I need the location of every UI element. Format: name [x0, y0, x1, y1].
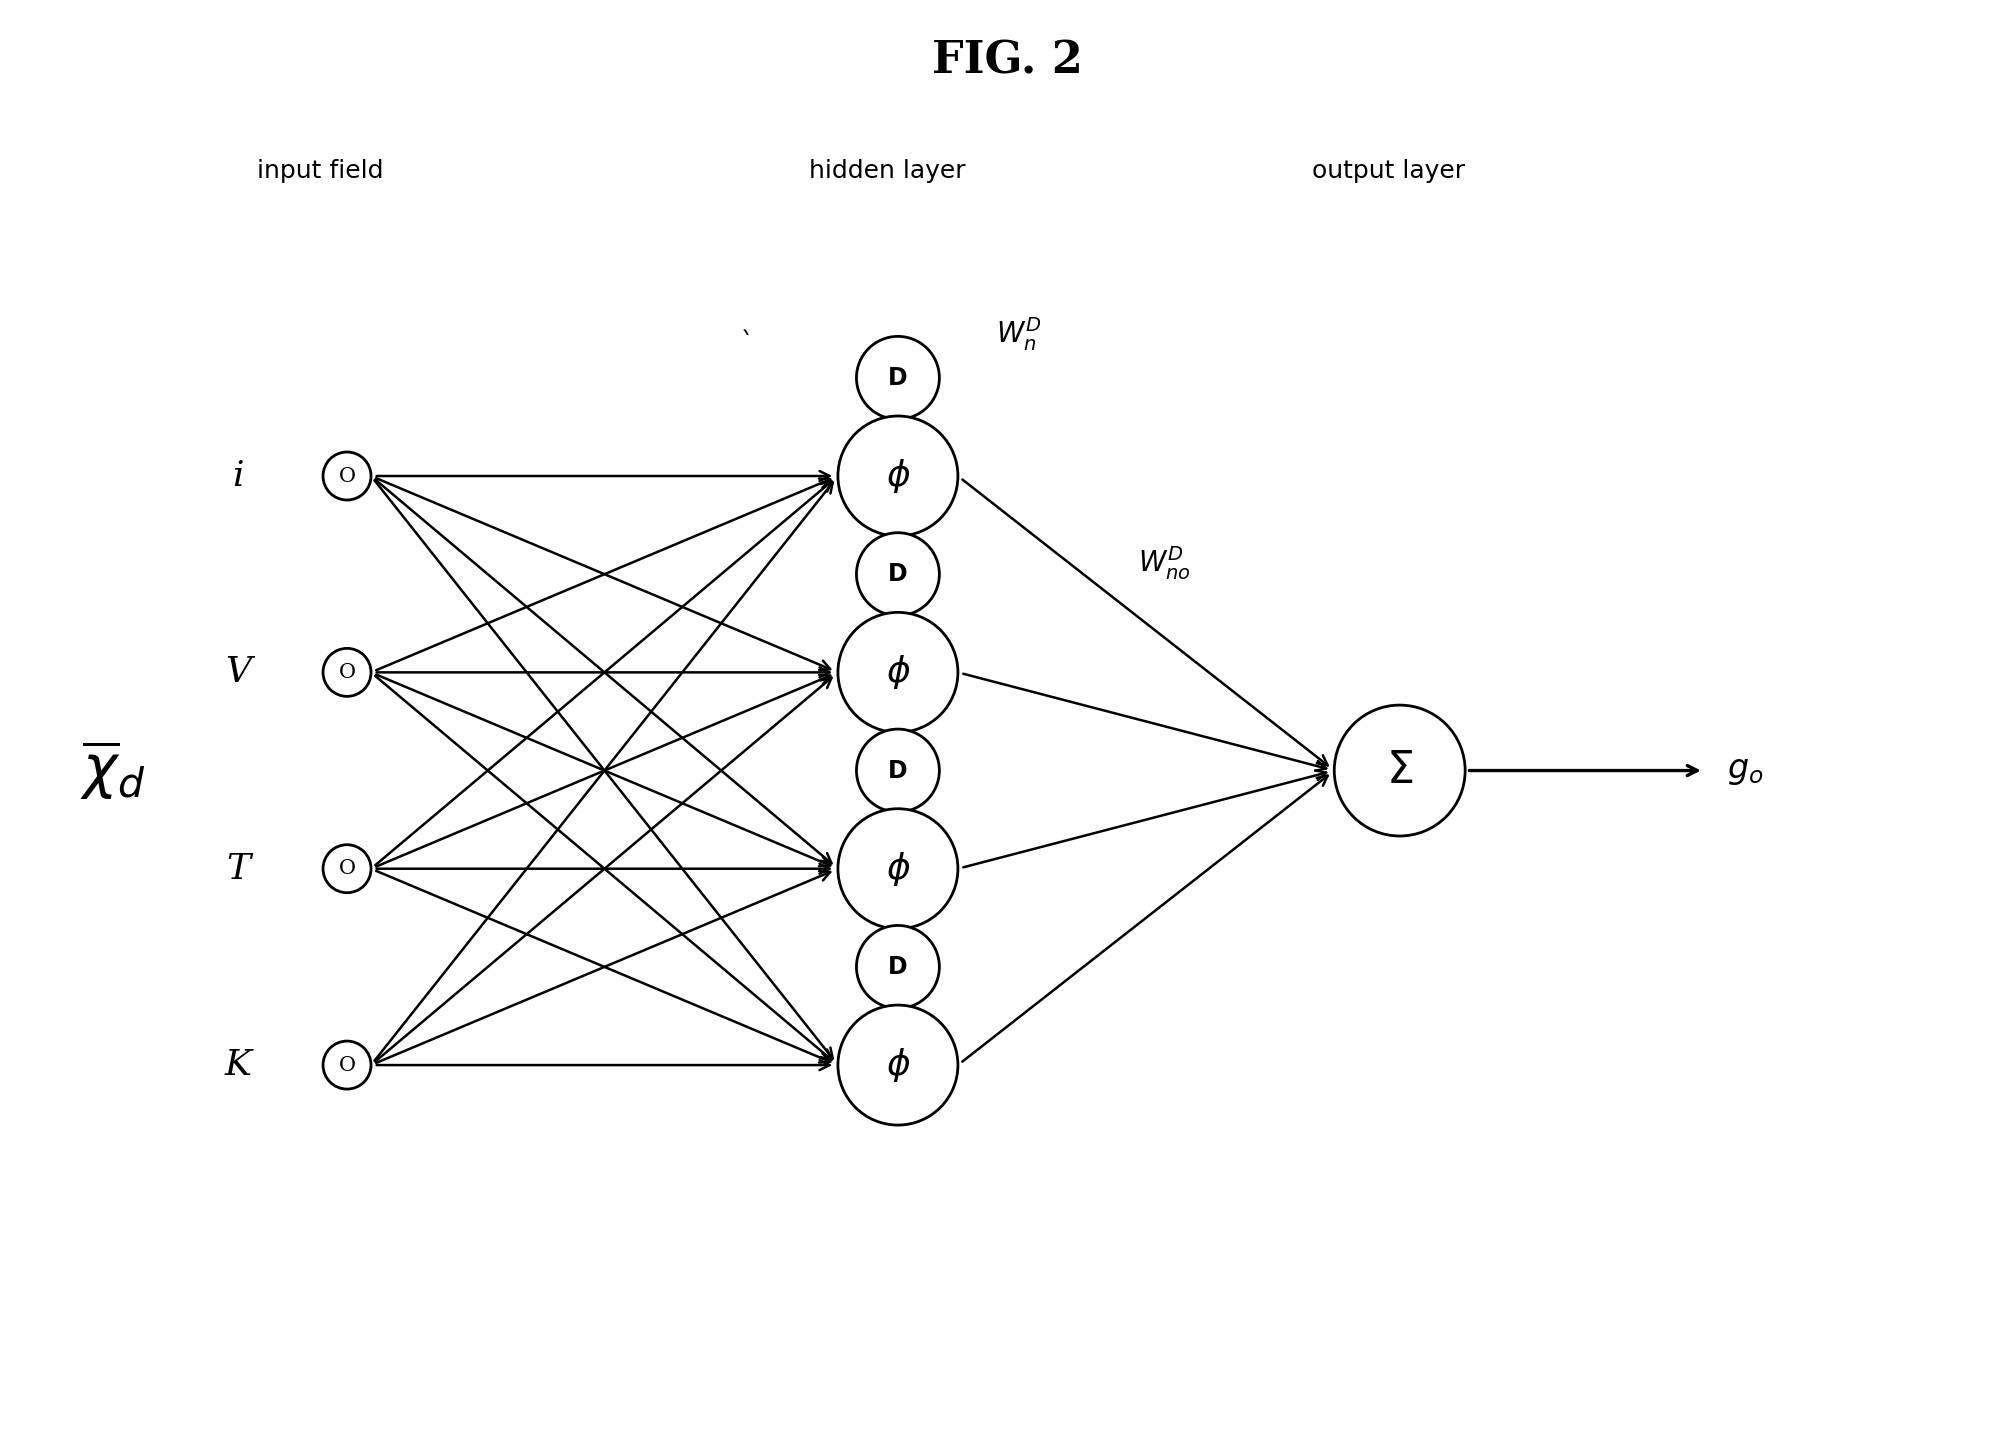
Text: $\phi$: $\phi$	[886, 653, 910, 692]
Text: D: D	[888, 759, 908, 782]
Text: output layer: output layer	[1313, 159, 1466, 182]
Circle shape	[838, 809, 959, 929]
Circle shape	[322, 453, 371, 500]
Circle shape	[838, 417, 959, 536]
Text: `: `	[735, 331, 755, 359]
Text: D: D	[888, 365, 908, 390]
Text: $g_o$: $g_o$	[1726, 755, 1764, 786]
Text: hidden layer: hidden layer	[810, 159, 965, 182]
Text: O: O	[338, 467, 356, 485]
Text: $\overline{\chi}_d$: $\overline{\chi}_d$	[81, 739, 145, 802]
Circle shape	[1333, 705, 1464, 836]
Text: $\Sigma$: $\Sigma$	[1386, 749, 1414, 792]
Text: i: i	[232, 460, 244, 493]
Circle shape	[856, 925, 939, 1008]
Circle shape	[856, 729, 939, 812]
Circle shape	[322, 649, 371, 696]
Text: O: O	[338, 1055, 356, 1074]
Text: input field: input field	[256, 159, 383, 182]
Text: $W_{no}^D$: $W_{no}^D$	[1138, 544, 1190, 583]
Text: $\phi$: $\phi$	[886, 1045, 910, 1084]
Text: V: V	[226, 656, 252, 689]
Circle shape	[838, 1005, 959, 1126]
Text: $\phi$: $\phi$	[886, 457, 910, 495]
Text: $W_n^D$: $W_n^D$	[997, 315, 1041, 354]
Circle shape	[838, 613, 959, 732]
Text: D: D	[888, 563, 908, 586]
Text: FIG. 2: FIG. 2	[932, 40, 1082, 83]
Text: $\phi$: $\phi$	[886, 849, 910, 888]
Circle shape	[322, 845, 371, 892]
Text: T: T	[226, 852, 250, 886]
Text: O: O	[338, 663, 356, 682]
Text: O: O	[338, 859, 356, 878]
Circle shape	[856, 337, 939, 420]
Text: K: K	[224, 1048, 252, 1083]
Circle shape	[856, 533, 939, 616]
Text: D: D	[888, 955, 908, 979]
Circle shape	[322, 1041, 371, 1090]
